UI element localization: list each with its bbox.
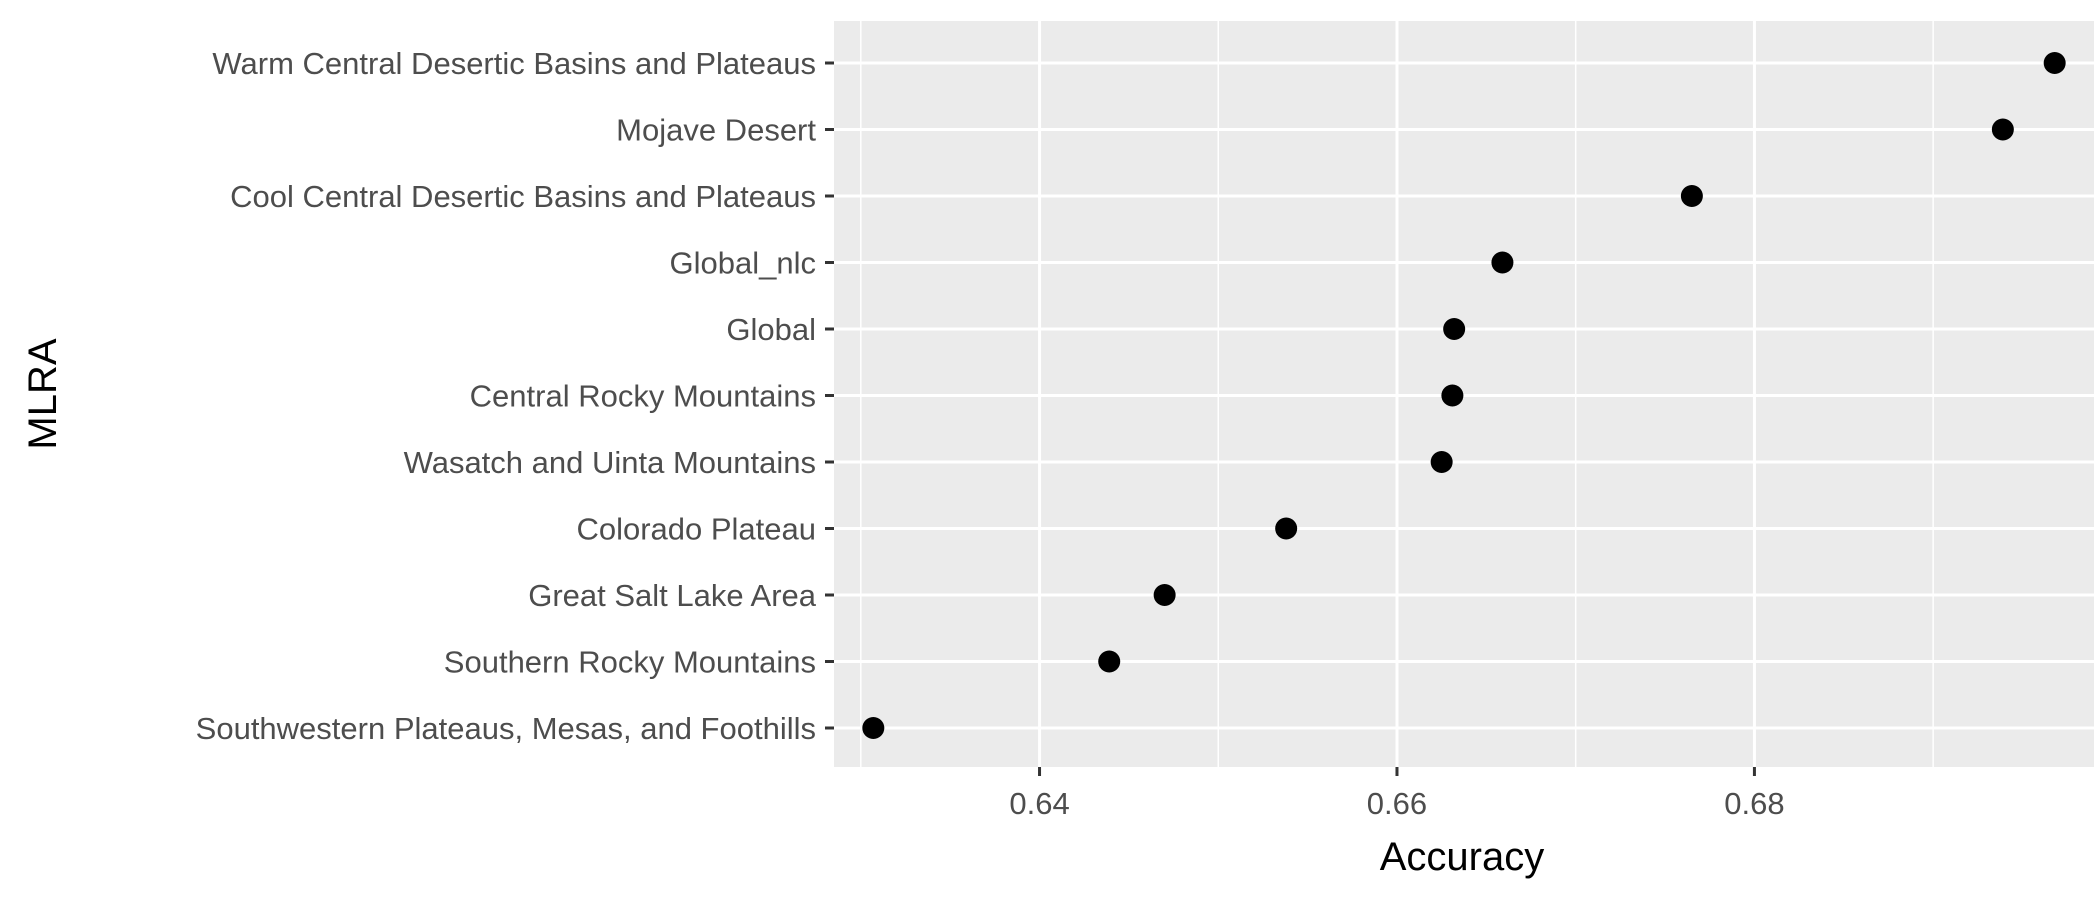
y-tick-label: Great Salt Lake Area bbox=[528, 578, 817, 613]
y-tick-label: Southern Rocky Mountains bbox=[444, 645, 816, 680]
y-tick-label: Central Rocky Mountains bbox=[470, 379, 816, 414]
y-tick-label: Warm Central Desertic Basins and Plateau… bbox=[212, 46, 816, 81]
data-point bbox=[1153, 584, 1176, 606]
data-point bbox=[1491, 251, 1514, 274]
x-axis-title: Accuracy bbox=[1380, 835, 1545, 879]
data-point bbox=[1430, 451, 1453, 473]
y-axis-title: MLRA bbox=[21, 338, 65, 449]
x-tick-label: 0.66 bbox=[1367, 786, 1427, 821]
data-point bbox=[1991, 118, 2014, 141]
data-point bbox=[1275, 517, 1298, 540]
data-point bbox=[2043, 52, 2066, 74]
y-tick-label: Mojave Desert bbox=[616, 113, 816, 148]
y-tick-label: Global bbox=[726, 312, 816, 347]
data-point bbox=[1098, 650, 1121, 673]
x-tick-label: 0.68 bbox=[1724, 786, 1784, 821]
data-point bbox=[1441, 384, 1464, 407]
data-point bbox=[1680, 185, 1703, 207]
y-axis: Warm Central Desertic Basins and Plateau… bbox=[196, 46, 834, 746]
y-tick-label: Cool Central Desertic Basins and Plateau… bbox=[230, 179, 816, 214]
x-axis: 0.64 0.66 0.68 bbox=[1009, 767, 1785, 821]
major-gridlines bbox=[834, 21, 2094, 767]
x-tick-label: 0.64 bbox=[1009, 786, 1069, 821]
y-tick-label: Wasatch and Uinta Mountains bbox=[404, 445, 816, 480]
data-point bbox=[1443, 318, 1466, 340]
y-tick-label: Southwestern Plateaus, Mesas, and Foothi… bbox=[196, 711, 816, 746]
y-tick-label: Colorado Plateau bbox=[576, 512, 816, 547]
data-points bbox=[862, 52, 2066, 739]
data-point bbox=[862, 717, 885, 739]
y-tick-label: Global_nlc bbox=[670, 246, 816, 281]
